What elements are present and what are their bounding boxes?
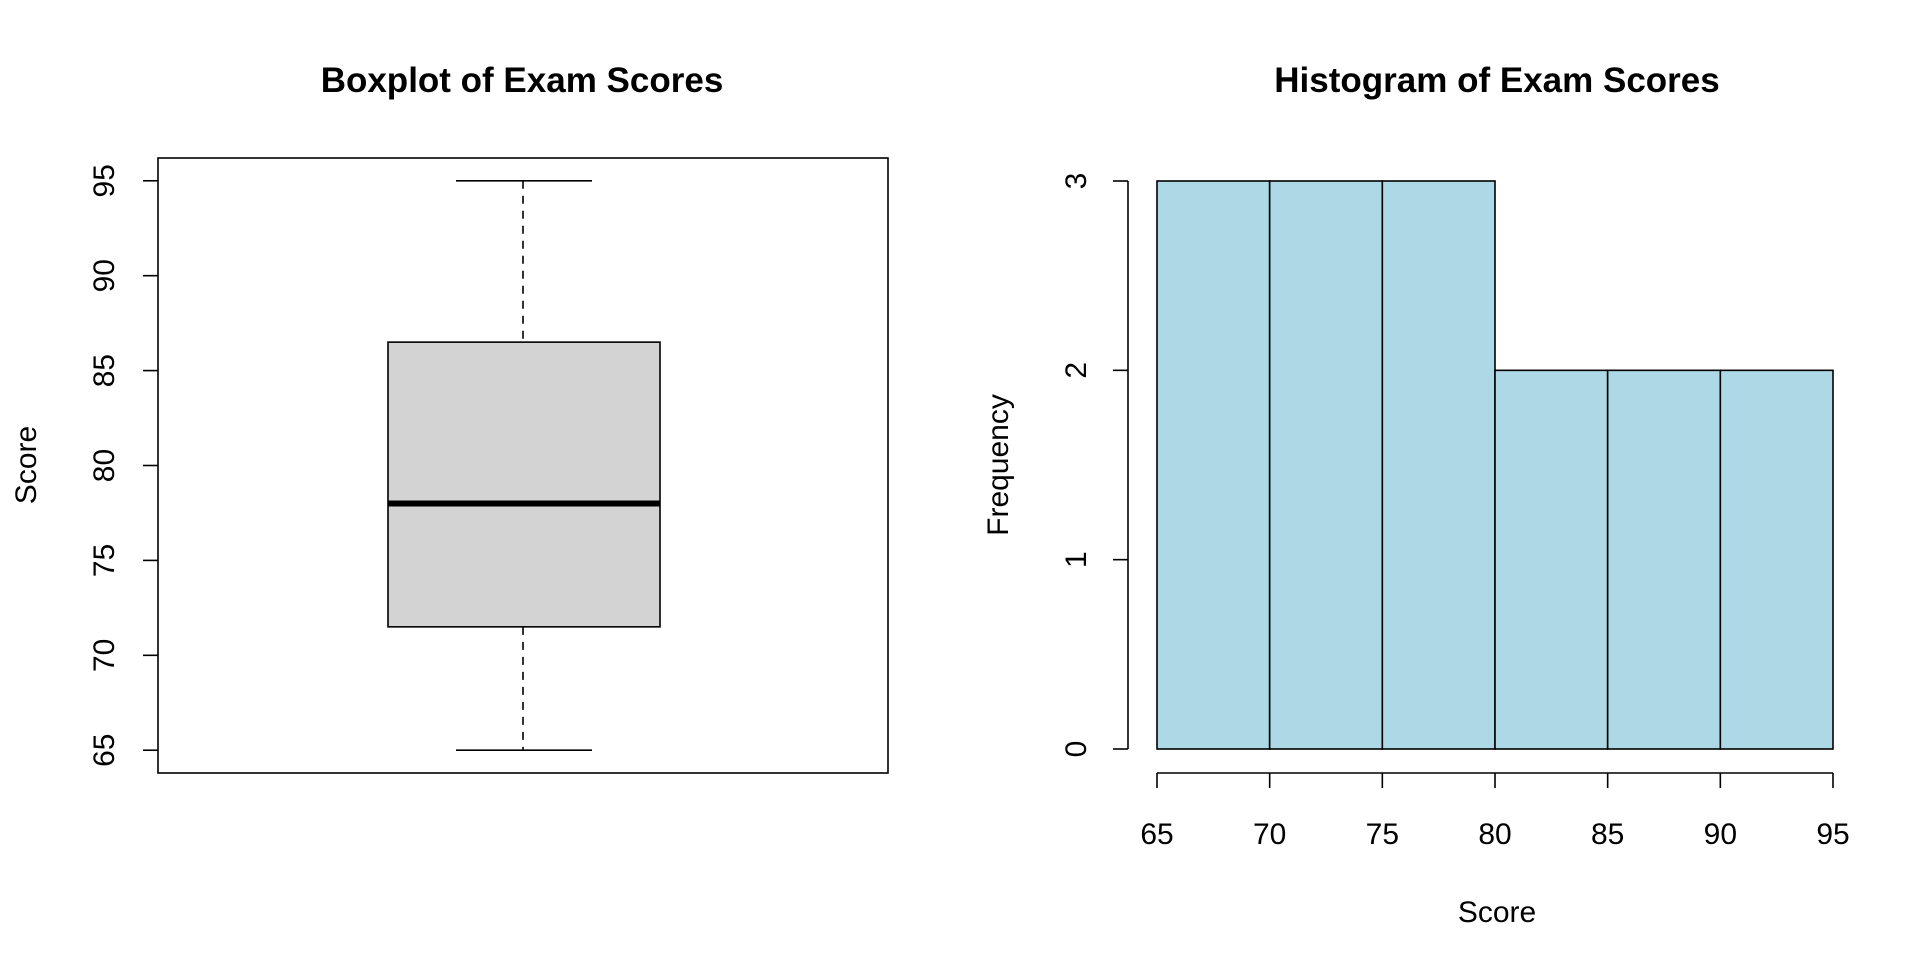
boxplot-y-axis-title: Score: [10, 426, 43, 504]
histogram-bar: [1156, 180, 1271, 750]
histogram-bar: [1494, 369, 1609, 750]
histogram-x-axis: 65 70 75 80 85 90 95: [1140, 772, 1850, 851]
histogram-bar: [1606, 369, 1722, 750]
histogram-x-tick-label: 75: [1366, 818, 1399, 851]
histogram-title: Histogram of Exam Scores: [1274, 61, 1719, 100]
histogram-y-axis: 0 1 2 3: [1060, 173, 1129, 758]
boxplot-y-tick-label: 95: [88, 164, 121, 197]
histogram-bar: [1719, 369, 1834, 750]
histogram-bars: [1156, 180, 1834, 750]
boxplot-y-tick-label: 70: [88, 639, 121, 672]
histogram-y-tick-label: 0: [1060, 741, 1093, 758]
boxplot-panel: Boxplot of Exam Scores Score 65 70 75 80 85 9…: [10, 61, 889, 774]
histogram-bar: [1268, 180, 1384, 750]
boxplot-y-tick-label: 80: [88, 449, 121, 482]
histogram-panel: Histogram of Exam Scores Frequency Score…: [982, 61, 1850, 929]
histogram-bar: [1381, 180, 1496, 750]
histogram-x-tick-label: 85: [1591, 818, 1624, 851]
boxplot-box: [387, 341, 661, 628]
histogram-x-tick-label: 70: [1253, 818, 1286, 851]
histogram-y-tick-label: 1: [1060, 551, 1093, 568]
boxplot-box-group: [387, 179, 661, 752]
boxplot-y-tick-label: 75: [88, 544, 121, 577]
histogram-y-tick-label: 3: [1060, 173, 1093, 190]
boxplot-y-tick-label: 90: [88, 259, 121, 292]
boxplot-y-tick-label: 65: [88, 734, 121, 767]
boxplot-y-axis: 65 70 75 80 85 90 95: [88, 164, 158, 767]
histogram-x-tick-label: 90: [1704, 818, 1737, 851]
histogram-x-tick-label: 65: [1140, 818, 1173, 851]
histogram-x-axis-title: Score: [1458, 896, 1536, 929]
boxplot-y-tick-label: 85: [88, 354, 121, 387]
histogram-x-tick-label: 95: [1816, 818, 1849, 851]
histogram-y-tick-label: 2: [1060, 362, 1093, 379]
boxplot-title: Boxplot of Exam Scores: [321, 61, 724, 100]
histogram-y-axis-title: Frequency: [982, 394, 1015, 536]
histogram-x-tick-label: 80: [1478, 818, 1511, 851]
